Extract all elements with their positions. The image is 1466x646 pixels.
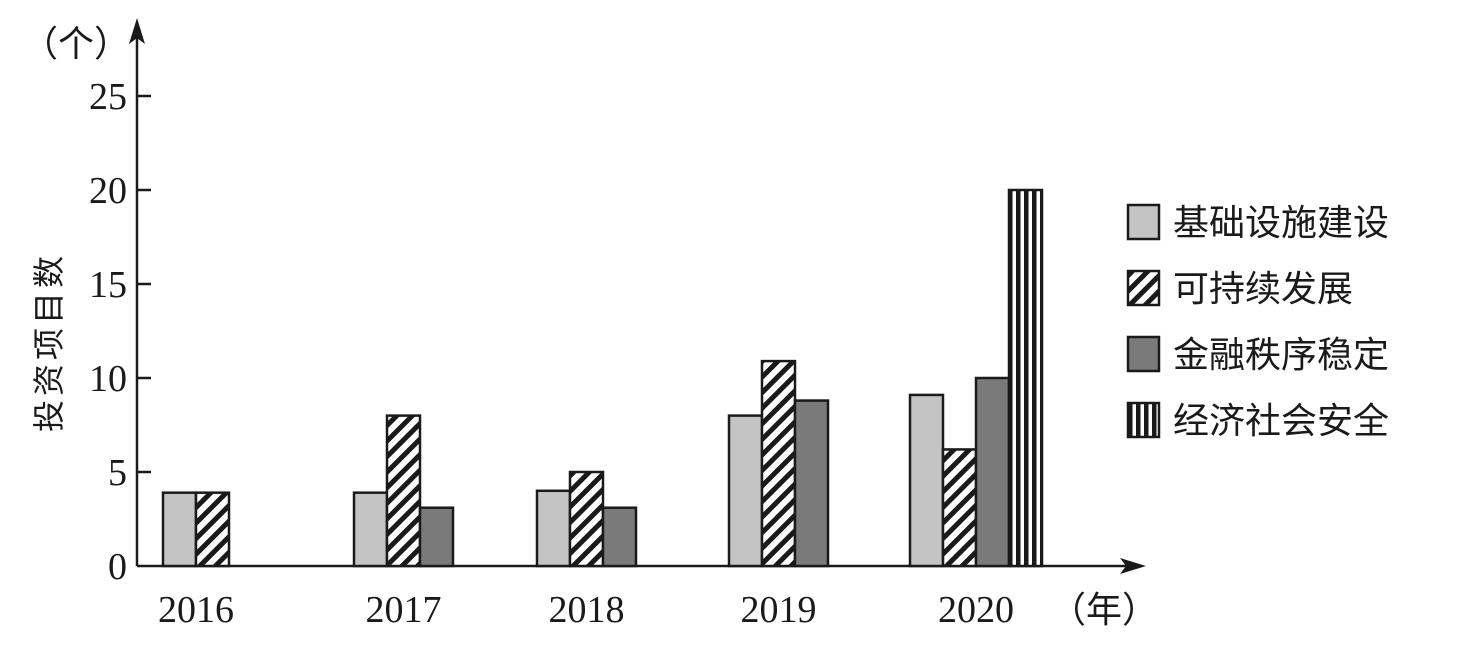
y-axis-label: 投资项目数 — [30, 252, 68, 432]
legend-swatch-3 — [1126, 335, 1161, 373]
bar-2019-series-2 — [760, 359, 797, 568]
bar-2017-series-2 — [385, 414, 422, 568]
x-tick-label-2016: 2016 — [158, 589, 234, 631]
bar-2018-series-2 — [568, 470, 605, 568]
bar-2020-series-2 — [941, 448, 978, 568]
legend-swatch-1 — [1126, 203, 1161, 241]
bar-2017-series-1 — [352, 491, 389, 568]
legend-label-3: 金融秩序稳定 — [1173, 335, 1389, 376]
bar-2018-series-3 — [601, 506, 638, 568]
y-tick-label: 20 — [89, 170, 127, 212]
y-tick-label: 25 — [89, 76, 127, 118]
x-tick-label-2017: 2017 — [366, 589, 442, 631]
bar-2019-series-3 — [793, 399, 830, 568]
y-axis-arrow — [129, 18, 145, 44]
x-tick-label-2020: 2020 — [938, 589, 1014, 631]
bar-2019-series-1 — [727, 414, 764, 568]
x-tick-label-2018: 2018 — [549, 589, 625, 631]
bar-2020-series-3 — [974, 376, 1011, 568]
legend-label-1: 基础设施建设 — [1173, 203, 1389, 244]
y-tick-label: 0 — [108, 546, 127, 588]
bar-2016-series-1 — [161, 491, 198, 568]
legend-label-2: 可持续发展 — [1173, 269, 1353, 310]
y-tick-label: 15 — [89, 264, 127, 306]
bars — [161, 188, 1044, 568]
legend-label-4: 经济社会安全 — [1173, 401, 1389, 442]
axes: 0 5 10 15 20 25 2016 2017 2018 2019 2020 — [89, 18, 1146, 631]
legend-swatch-4 — [1126, 401, 1161, 439]
legend-swatch-2 — [1126, 269, 1161, 307]
bar-2017-series-3 — [418, 506, 455, 568]
x-tick-label-2019: 2019 — [741, 589, 817, 631]
bar-2020-series-4 — [1007, 188, 1044, 568]
bar-2018-series-1 — [535, 489, 572, 568]
y-axis-unit-label: （个） — [22, 24, 130, 65]
y-tick-label: 10 — [89, 358, 127, 400]
bar-2016-series-2 — [194, 491, 231, 568]
y-tick-label: 5 — [108, 452, 127, 494]
x-axis-arrow — [1120, 558, 1146, 574]
x-axis-unit-label: （年） — [1050, 590, 1158, 631]
bar-2020-series-1 — [908, 393, 945, 568]
